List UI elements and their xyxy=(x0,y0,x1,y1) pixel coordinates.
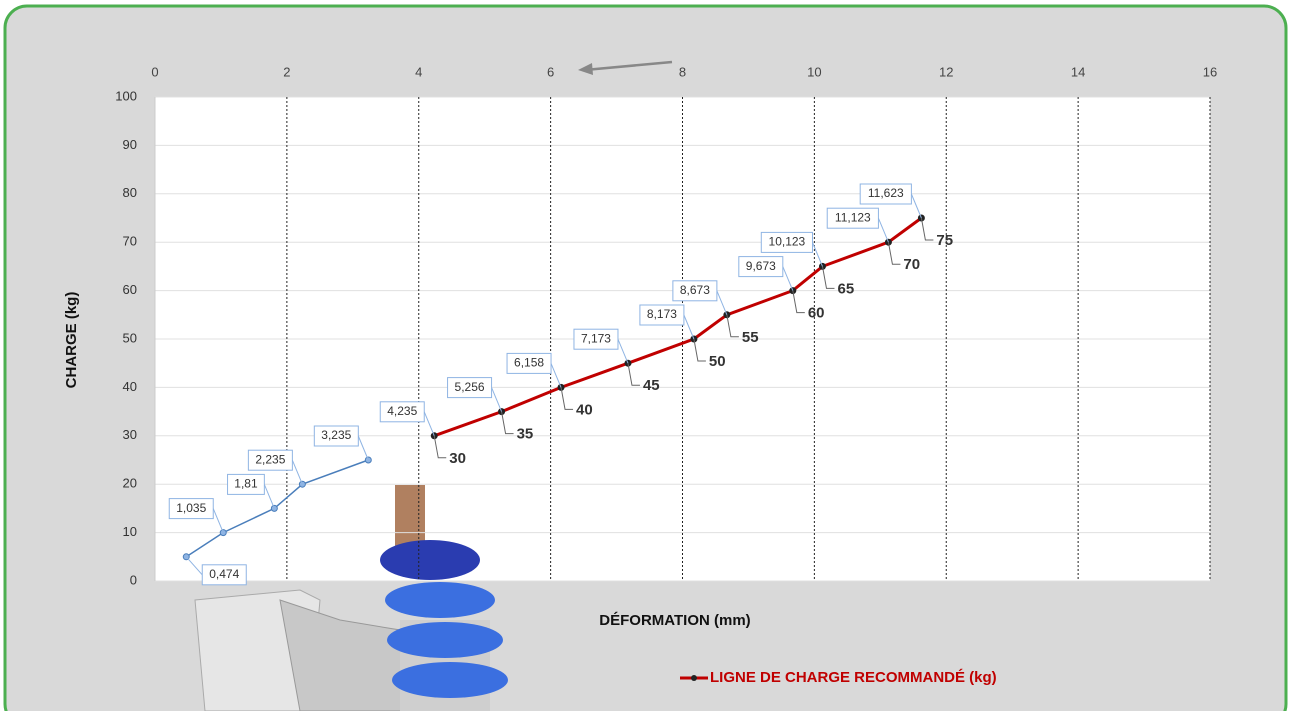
y-value-label: 30 xyxy=(449,450,466,467)
y-value-label: 65 xyxy=(837,280,854,297)
y-tick-label: 10 xyxy=(123,524,137,539)
y-value-label: 45 xyxy=(643,377,660,394)
x-value-label: 5,256 xyxy=(455,380,485,394)
x-value-label: 8,673 xyxy=(680,283,710,297)
x-value-label: 11,623 xyxy=(868,186,904,200)
y-tick-label: 90 xyxy=(123,137,137,152)
x-value-label: 1,81 xyxy=(234,477,258,491)
y-value-label: 60 xyxy=(808,305,825,322)
x-tick-label: 0 xyxy=(151,64,158,79)
x-value-label: 0,474 xyxy=(209,567,239,581)
y-value-label: 40 xyxy=(576,401,593,418)
y-value-label: 35 xyxy=(517,426,534,443)
x-tick-label: 8 xyxy=(679,64,686,79)
chart: CHARGE (kg) DÉFORMATION (mm) 01020304050… xyxy=(0,0,1291,711)
legend-label: LIGNE DE CHARGE RECOMMANDÉ (kg) xyxy=(710,669,997,686)
y-tick-label: 100 xyxy=(115,88,137,103)
x-value-label: 7,173 xyxy=(581,331,611,345)
x-value-label: 6,158 xyxy=(514,356,544,370)
x-tick-label: 2 xyxy=(283,64,290,79)
legend-marker xyxy=(691,675,697,681)
x-value-label: 11,123 xyxy=(835,210,871,224)
y-tick-label: 20 xyxy=(123,476,137,491)
x-tick-label: 4 xyxy=(415,64,422,79)
y-value-label: 70 xyxy=(903,256,920,273)
x-tick-label: 14 xyxy=(1071,64,1085,79)
x-value-label: 4,235 xyxy=(387,404,417,418)
x-value-label: 10,123 xyxy=(769,235,806,249)
y-tick-label: 0 xyxy=(130,572,137,587)
x-tick-label: 10 xyxy=(807,64,821,79)
y-tick-label: 50 xyxy=(123,330,137,345)
x-tick-label: 12 xyxy=(939,64,953,79)
x-value-label: 8,173 xyxy=(647,307,677,321)
x-tick-label: 6 xyxy=(547,64,554,79)
y-axis-title: CHARGE (kg) xyxy=(63,292,80,389)
y-tick-label: 60 xyxy=(123,282,137,297)
x-value-label: 9,673 xyxy=(746,259,776,273)
y-tick-label: 30 xyxy=(123,427,137,442)
y-tick-label: 70 xyxy=(123,234,137,249)
x-value-label: 2,235 xyxy=(255,452,285,466)
x-tick-label: 16 xyxy=(1203,64,1217,79)
x-value-label: 1,035 xyxy=(176,501,206,515)
x-axis-title: DÉFORMATION (mm) xyxy=(599,612,750,629)
y-value-label: 55 xyxy=(742,329,759,346)
y-tick-label: 40 xyxy=(123,379,137,394)
y-value-label: 75 xyxy=(936,232,953,249)
x-value-label: 3,235 xyxy=(321,428,351,442)
y-tick-label: 80 xyxy=(123,185,137,200)
y-value-label: 50 xyxy=(709,353,726,370)
